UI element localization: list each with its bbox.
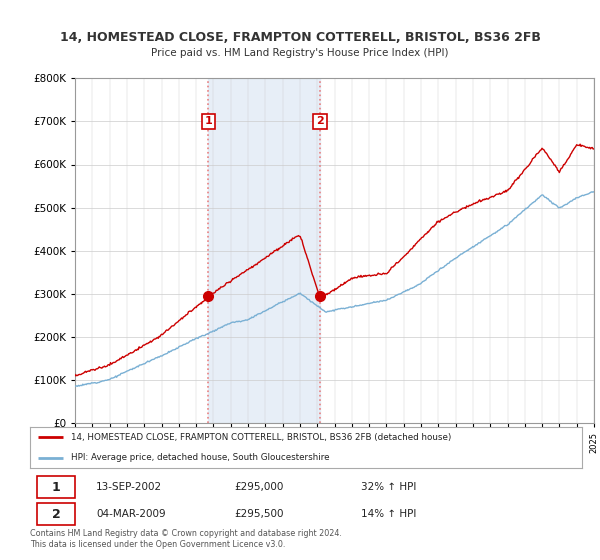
Text: 04-MAR-2009: 04-MAR-2009 [96, 509, 166, 519]
Text: £295,500: £295,500 [234, 509, 284, 519]
Text: Contains HM Land Registry data © Crown copyright and database right 2024.
This d: Contains HM Land Registry data © Crown c… [30, 529, 342, 549]
Text: 2: 2 [316, 116, 324, 127]
Text: 14, HOMESTEAD CLOSE, FRAMPTON COTTERELL, BRISTOL, BS36 2FB: 14, HOMESTEAD CLOSE, FRAMPTON COTTERELL,… [59, 31, 541, 44]
Text: Price paid vs. HM Land Registry's House Price Index (HPI): Price paid vs. HM Land Registry's House … [151, 48, 449, 58]
Text: 14, HOMESTEAD CLOSE, FRAMPTON COTTERELL, BRISTOL, BS36 2FB (detached house): 14, HOMESTEAD CLOSE, FRAMPTON COTTERELL,… [71, 433, 452, 442]
Text: 14% ↑ HPI: 14% ↑ HPI [361, 509, 416, 519]
Text: 2: 2 [52, 507, 61, 521]
Text: 32% ↑ HPI: 32% ↑ HPI [361, 482, 416, 492]
Text: HPI: Average price, detached house, South Gloucestershire: HPI: Average price, detached house, Sout… [71, 453, 330, 462]
Text: 1: 1 [52, 480, 61, 494]
FancyBboxPatch shape [37, 503, 75, 525]
Text: 1: 1 [205, 116, 212, 127]
FancyBboxPatch shape [37, 476, 75, 498]
Text: £295,000: £295,000 [234, 482, 284, 492]
Text: 13-SEP-2002: 13-SEP-2002 [96, 482, 163, 492]
Bar [208, 78, 320, 423]
